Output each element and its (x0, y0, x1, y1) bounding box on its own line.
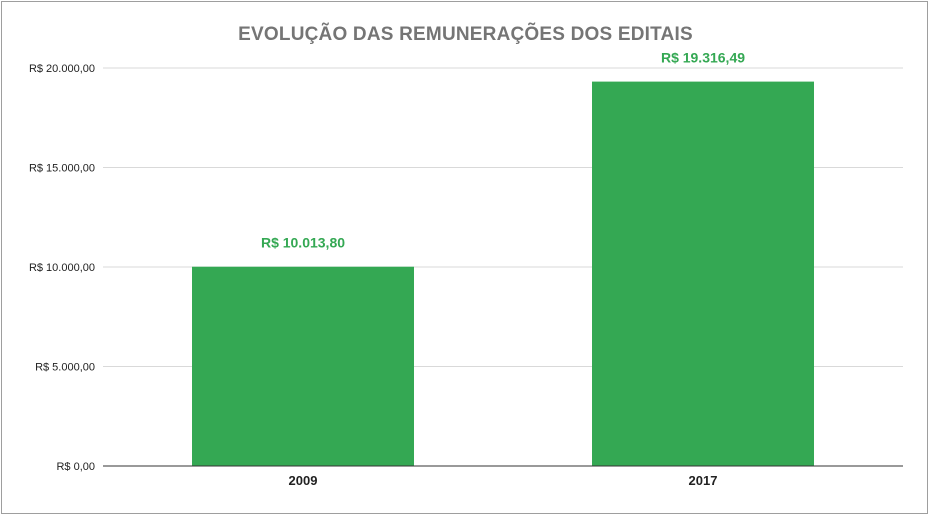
y-tick-label-3: R$ 15.000,00 (29, 163, 95, 175)
bar-2017 (592, 81, 814, 466)
x-tick-label-2017: 2017 (689, 473, 718, 488)
y-tick-label-2: R$ 10.000,00 (29, 262, 95, 274)
y-tick-label-0: R$ 0,00 (56, 461, 95, 473)
data-label-2009: R$ 10.013,80 (261, 235, 345, 251)
y-tick-label-1: R$ 5.000,00 (35, 362, 95, 374)
bar-2009 (192, 266, 414, 466)
data-label-2017: R$ 19.316,49 (661, 50, 745, 66)
y-tick-label-4: R$ 20.000,00 (29, 63, 95, 75)
chart-title: EVOLUÇÃO DAS REMUNERAÇÕES DOS EDITAIS (238, 24, 693, 45)
x-tick-label-2009: 2009 (289, 473, 318, 488)
